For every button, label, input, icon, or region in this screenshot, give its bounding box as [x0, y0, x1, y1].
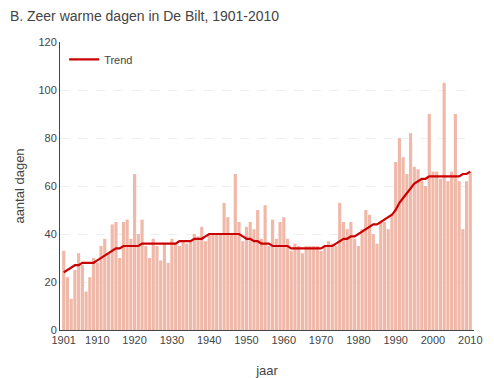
svg-text:60: 60	[45, 180, 57, 192]
svg-text:1920: 1920	[122, 334, 146, 346]
svg-text:0: 0	[51, 324, 57, 336]
svg-text:100: 100	[38, 84, 56, 96]
svg-text:20: 20	[45, 276, 57, 288]
svg-text:1960: 1960	[272, 334, 296, 346]
svg-text:1930: 1930	[160, 334, 184, 346]
svg-text:1910: 1910	[85, 334, 109, 346]
svg-text:80: 80	[45, 132, 57, 144]
svg-text:1970: 1970	[309, 334, 333, 346]
svg-text:jaar: jaar	[255, 363, 278, 378]
svg-text:1950: 1950	[234, 334, 258, 346]
svg-text:aantal dagen: aantal dagen	[12, 148, 27, 223]
svg-text:2010: 2010	[458, 334, 482, 346]
svg-text:B. Zeer warme dagen in De Bilt: B. Zeer warme dagen in De Bilt, 1901-201…	[10, 8, 279, 24]
svg-text:1901: 1901	[51, 334, 75, 346]
svg-text:2000: 2000	[421, 334, 445, 346]
svg-text:1940: 1940	[197, 334, 221, 346]
svg-text:1980: 1980	[346, 334, 370, 346]
svg-text:1990: 1990	[383, 334, 407, 346]
svg-text:40: 40	[45, 228, 57, 240]
svg-text:Trend: Trend	[104, 54, 132, 66]
svg-text:120: 120	[38, 36, 56, 48]
